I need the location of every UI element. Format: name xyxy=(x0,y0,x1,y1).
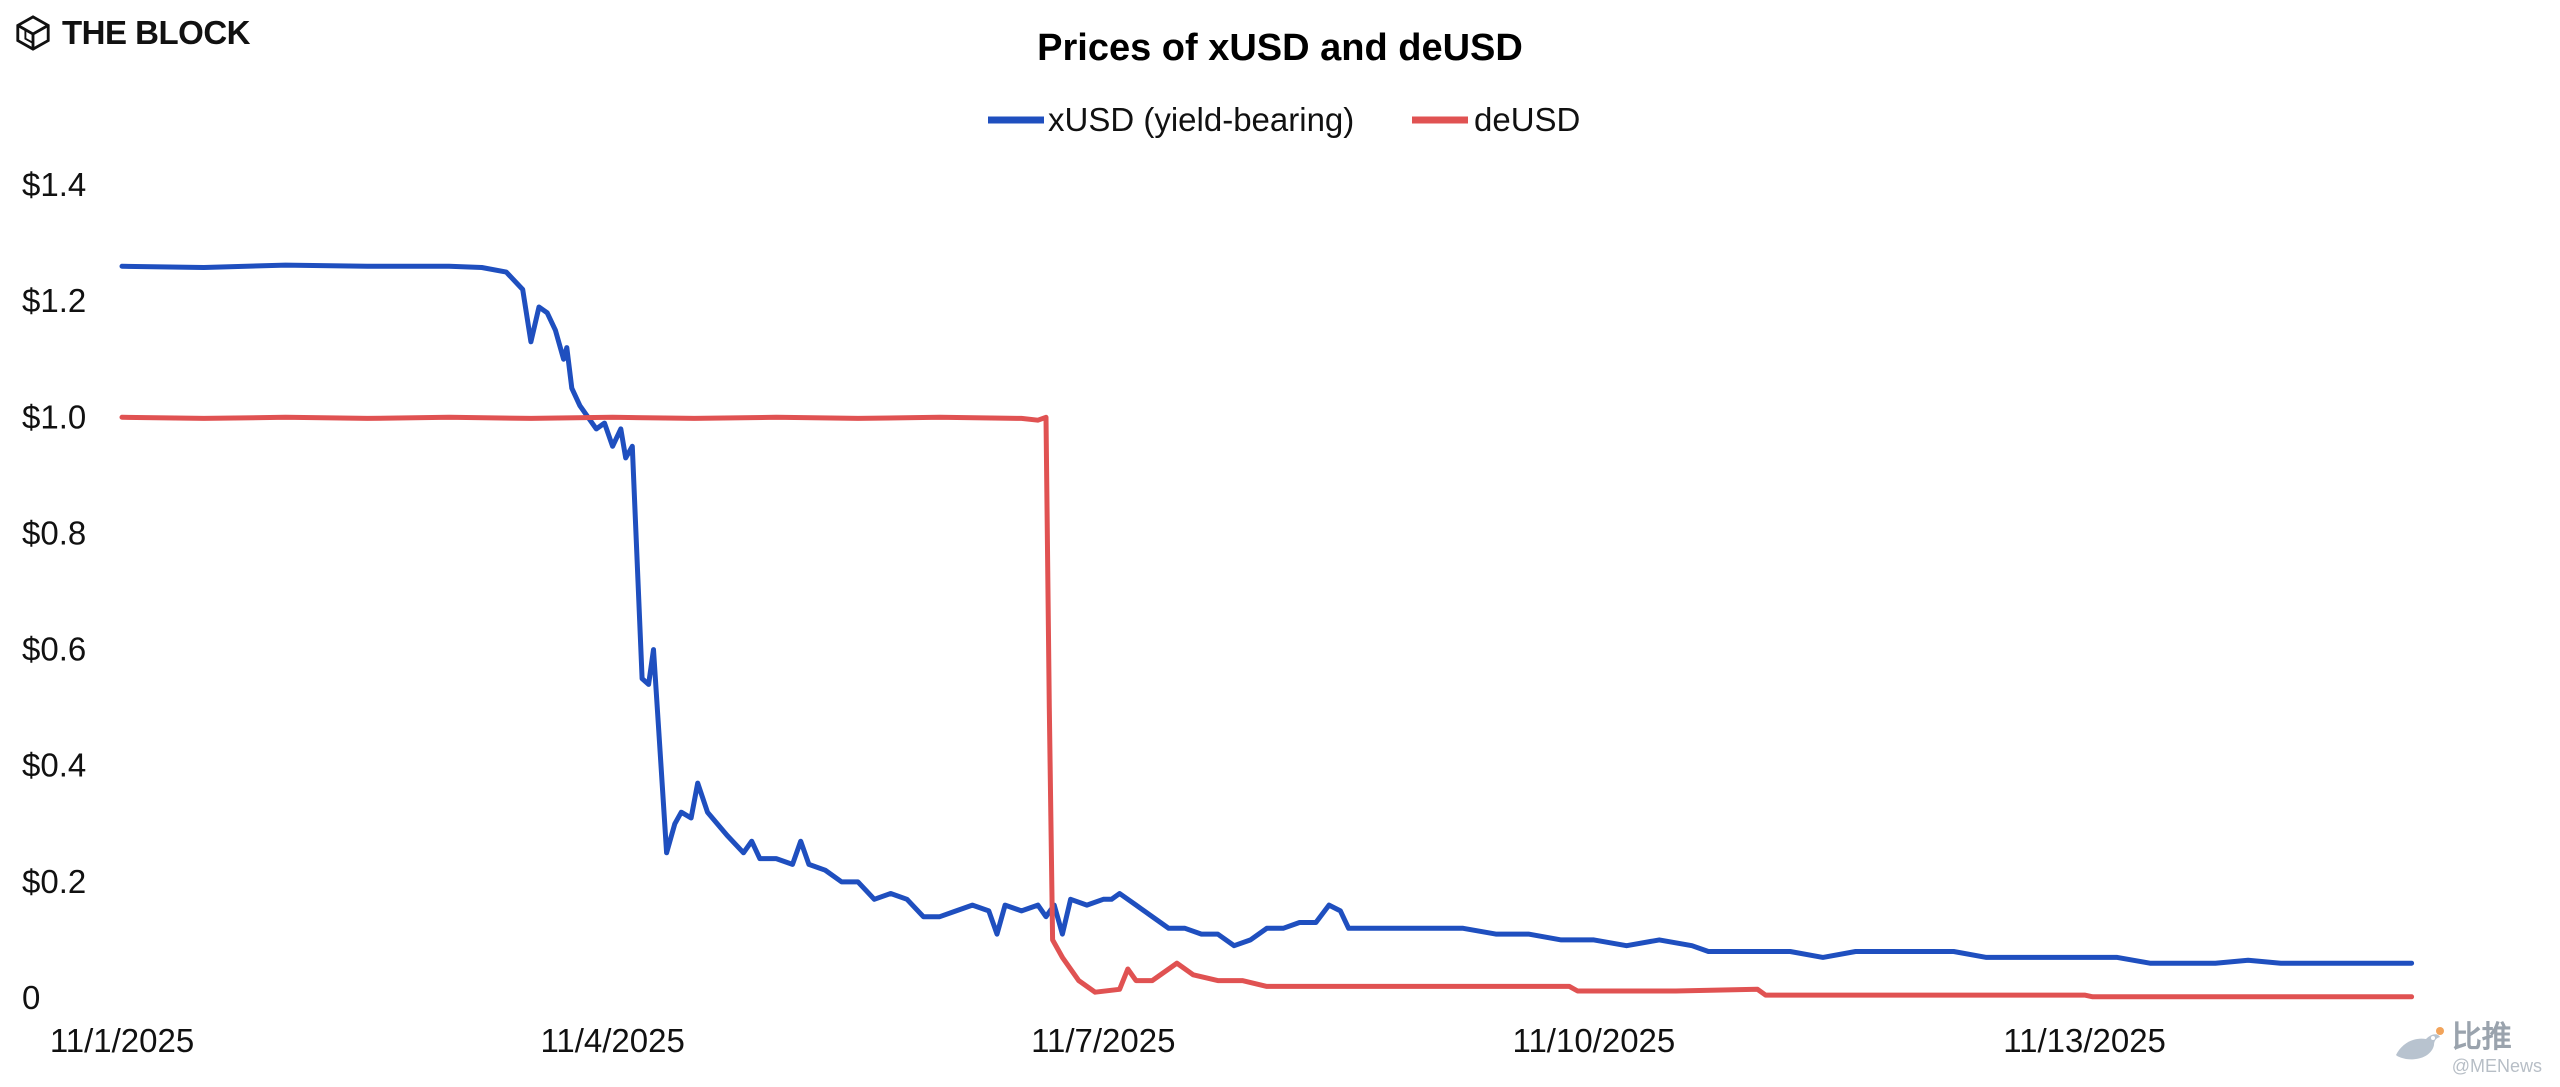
y-tick-label: $1.2 xyxy=(22,282,86,319)
watermark-handle: @MENews xyxy=(2451,1056,2542,1076)
brand-name: THE BLOCK xyxy=(62,14,251,51)
watermark-text: 比推 xyxy=(2451,1021,2512,1054)
y-tick-label: $1.4 xyxy=(22,166,86,203)
series-line-deusd xyxy=(119,414,2415,1000)
y-tick-label: $0.2 xyxy=(22,863,86,900)
x-axis: 11/1/2025 11/4/2025 11/7/2025 11/10/2025 11/… xyxy=(50,1022,2166,1059)
y-tick-label: $1.0 xyxy=(22,398,86,435)
series-line-xusd xyxy=(119,262,2415,966)
x-tick-label: 11/1/2025 xyxy=(50,1022,194,1059)
y-tick-label: 0 xyxy=(22,979,40,1016)
chart-legend: xUSD (yield-bearing) deUSD xyxy=(988,101,1580,138)
legend-label: xUSD (yield-bearing) xyxy=(1048,101,1354,138)
x-tick-label: 11/4/2025 xyxy=(540,1022,684,1059)
brand-logo: THE BLOCK xyxy=(14,14,251,52)
watermark: 比推 @MENews xyxy=(2392,1012,2542,1077)
y-tick-label: $0.4 xyxy=(22,747,86,784)
x-tick-label: 11/7/2025 xyxy=(1031,1022,1175,1059)
x-tick-label: 11/13/2025 xyxy=(2003,1022,2166,1059)
x-tick-label: 11/10/2025 xyxy=(1513,1022,1676,1059)
bird-logo-icon xyxy=(2395,1026,2444,1059)
cube-logo-icon xyxy=(16,15,50,51)
chart-title: Prices of xUSD and deUSD xyxy=(1037,27,1523,69)
y-axis: $1.4 $1.2 $1.0 $0.8 $0.6 $0.4 $0.2 0 xyxy=(22,166,86,1016)
legend-label: deUSD xyxy=(1474,101,1580,138)
series-layer xyxy=(119,262,2415,1000)
y-tick-label: $0.6 xyxy=(22,631,86,668)
y-tick-label: $0.8 xyxy=(22,514,86,551)
